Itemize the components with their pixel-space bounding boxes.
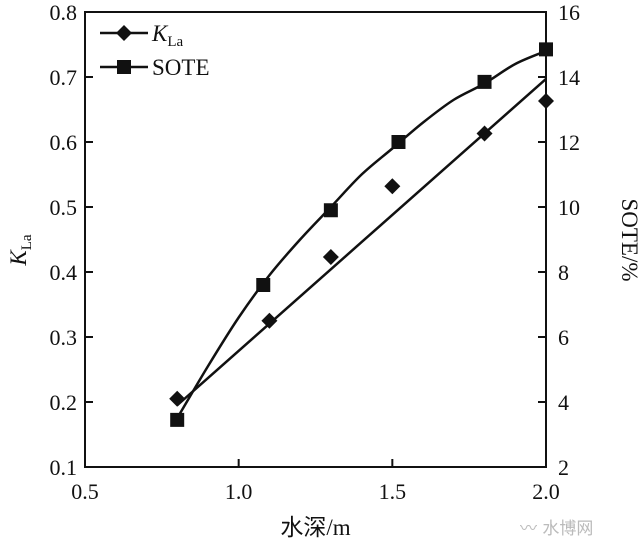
data-point-kla [476,125,493,142]
y-left-tick-label: 0.7 [50,65,78,90]
y-left-tick-label: 0.1 [50,455,78,480]
data-point-kla [169,390,186,407]
data-point-kla [261,312,278,329]
y-left-tick-label: 0.8 [50,0,78,25]
legend-label-sote: SOTE [152,55,210,80]
wechat-icon: 〰 [520,519,537,539]
data-point-sote [170,412,185,427]
y-right-tick-label: 16 [558,0,580,25]
watermark: 〰 水博网 [520,514,593,539]
fit-line-k [176,78,547,407]
y-left-axis-label: KLa [6,234,35,267]
legend-marker-diamond [116,25,132,41]
y-left-tick-label: 0.6 [50,130,78,155]
y-right-tick-label: 12 [558,130,580,155]
x-tick-label: 1.5 [379,479,407,504]
data-point-sote [477,74,492,89]
data-point-sote [391,135,406,149]
y-left-tick-label: 0.2 [50,390,78,415]
y-left-tick-label: 0.5 [50,195,78,220]
fit-line-sote [176,49,547,419]
data-point-sote [539,42,553,57]
data-point-sote [323,203,338,218]
y-right-axis-label: SOTE/% [617,198,640,281]
plot-frame [84,11,547,468]
legend-label-kla: KLa [151,21,184,50]
y-right-tick-label: 2 [558,455,569,480]
y-left-tick-label: 0.3 [50,325,78,350]
legend-marker-square [117,60,131,74]
y-right-tick-label: 10 [558,195,580,220]
data-point-sote [256,278,271,292]
y-right-tick-label: 8 [558,260,569,285]
y-right-tick-label: 6 [558,325,569,350]
x-tick-label: 0.5 [71,479,99,504]
x-tick-label: 1.0 [225,479,253,504]
watermark-text: 水博网 [542,519,594,539]
x-tick-label: 2.0 [532,479,560,504]
y-right-tick-label: 14 [558,65,580,90]
y-left-tick-label: 0.4 [50,260,78,285]
x-axis-label: 水深/m [280,515,350,540]
data-point-kla [384,178,401,195]
data-point-kla [538,93,554,110]
y-right-tick-label: 4 [558,390,569,415]
data-point-kla [322,249,339,266]
